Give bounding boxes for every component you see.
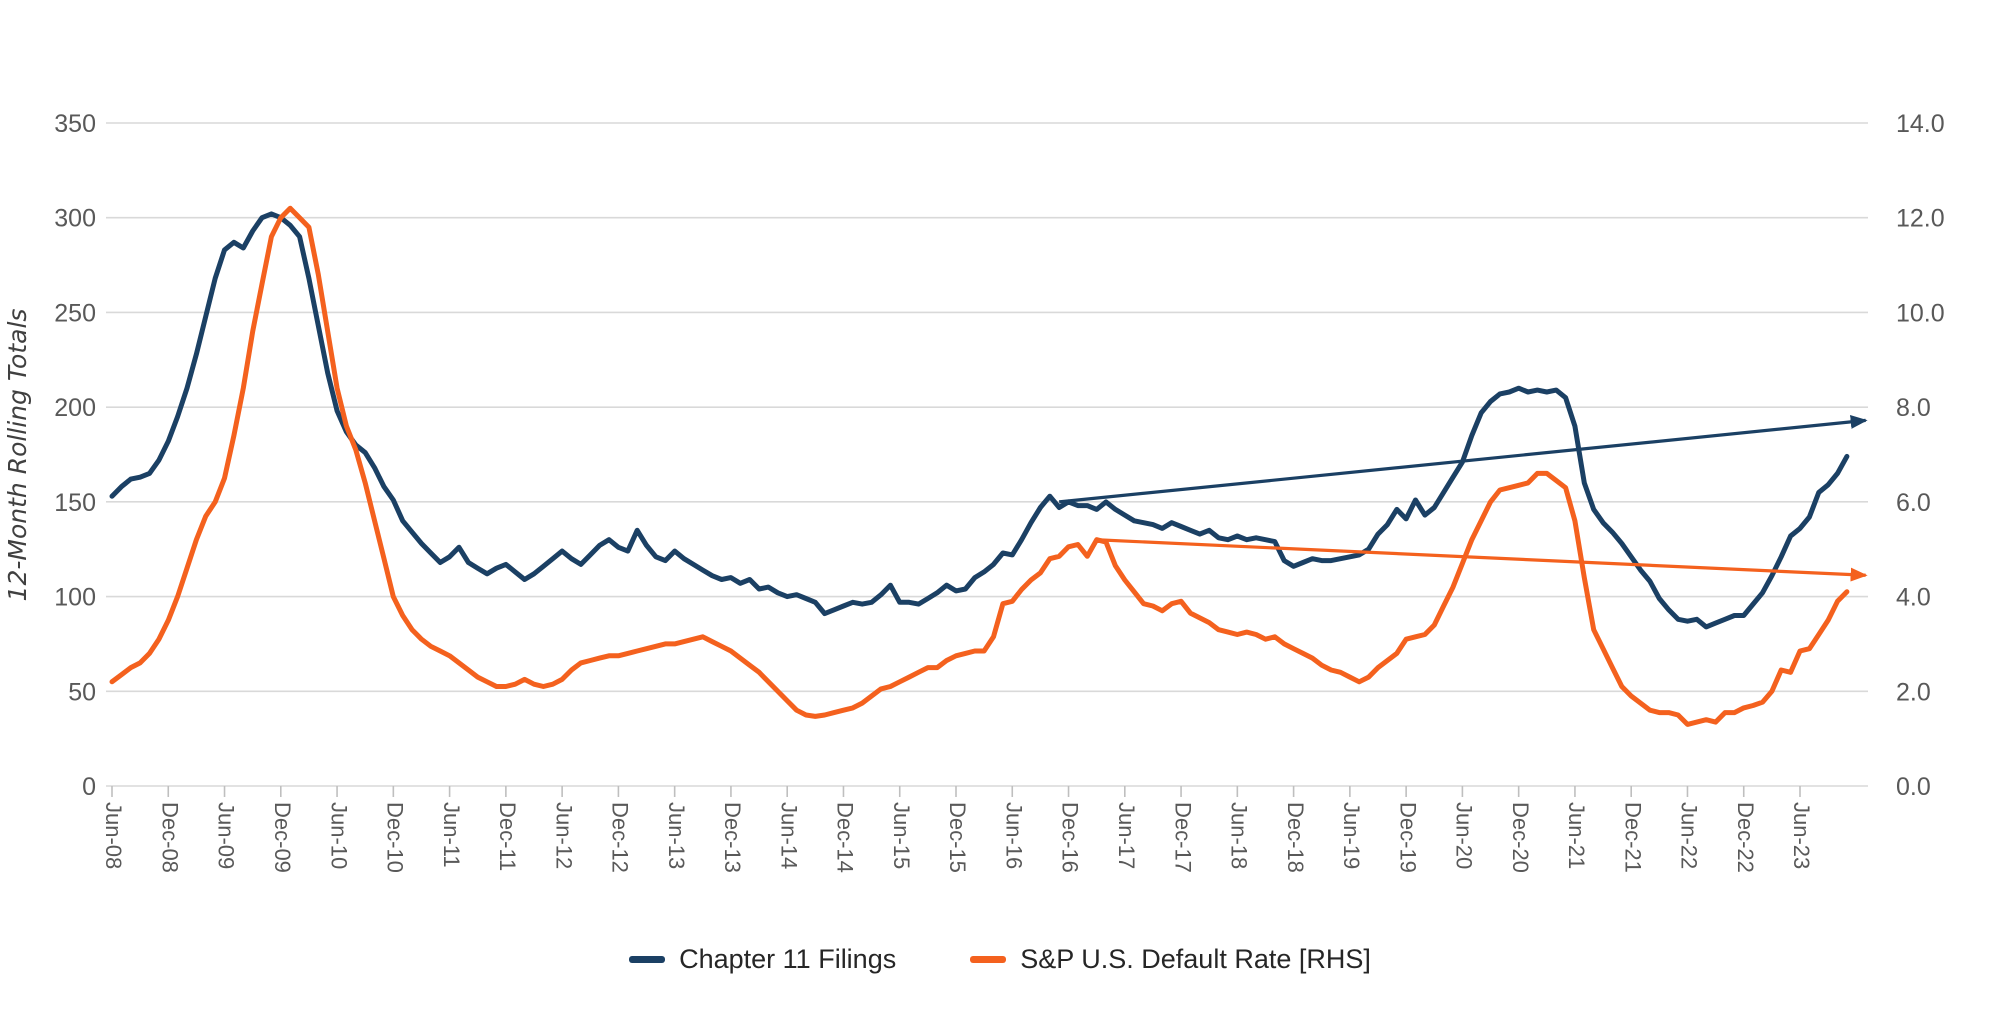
x-tick-label: Dec-10	[383, 802, 408, 873]
right-axis-tick-label: 8.0	[1896, 394, 1931, 422]
left-axis-tick-label: 0	[82, 773, 96, 801]
right-axis-tick-label: 6.0	[1896, 489, 1931, 517]
x-tick-label: Dec-19	[1395, 802, 1420, 873]
x-tick-label: Jun-14	[776, 802, 801, 869]
x-tick-label: Dec-11	[495, 802, 520, 871]
right-axis-tick-label: 10.0	[1896, 299, 1945, 327]
left-axis-tick-label: 300	[54, 205, 96, 233]
x-tick-label: Dec-16	[1058, 802, 1083, 873]
x-tick-label: Dec-15	[945, 802, 970, 873]
right-axis-tick-label: 4.0	[1896, 584, 1931, 612]
x-tick-label: Jun-09	[214, 802, 239, 869]
x-tick-label: Dec-08	[157, 802, 182, 873]
y-axis-title: 12-Month Rolling Totals	[3, 309, 32, 602]
x-tick-label: Dec-14	[833, 802, 858, 873]
x-tick-label: Jun-20	[1452, 802, 1477, 869]
x-tick-label: Dec-22	[1733, 802, 1758, 873]
x-tick-label: Jun-08	[101, 802, 126, 869]
right-axis-tick-label: 14.0	[1896, 110, 1945, 138]
left-axis-tick-label: 100	[54, 584, 96, 612]
x-tick-label: Dec-21	[1620, 802, 1645, 873]
legend-item-chapter-11-filings: Chapter 11 Filings	[629, 944, 896, 975]
x-tick-label: Dec-18	[1283, 802, 1308, 873]
left-axis-tick-label: 50	[68, 678, 96, 706]
legend-swatch-navy-icon	[629, 956, 666, 963]
trend-arrow	[1058, 414, 1868, 504]
x-tick-label: Dec-20	[1508, 802, 1533, 873]
legend-swatch-orange-icon	[970, 956, 1007, 963]
x-tick-label: Jun-11	[439, 802, 464, 868]
x-tick-label: Jun-13	[664, 802, 689, 869]
series-line-sp-default-rate	[109, 205, 1850, 727]
legend-label-chapter-11-filings: Chapter 11 Filings	[679, 944, 897, 974]
left-axis-tick-label: 350	[54, 110, 96, 138]
left-axis-tick-label: 150	[54, 489, 96, 517]
left-axis-tick-label: 250	[54, 299, 96, 327]
x-tick-label: Jun-17	[1114, 802, 1139, 869]
chart-legend: Chapter 11 Filings S&P U.S. Default Rate…	[0, 944, 2000, 975]
x-tick-label: Jun-12	[551, 802, 576, 869]
trend-arrow	[1096, 538, 1868, 582]
x-tick-label: Dec-09	[270, 802, 295, 873]
x-tick-label: Jun-21	[1564, 802, 1589, 869]
right-axis-tick-label: 2.0	[1896, 678, 1931, 706]
x-tick-label: Dec-12	[608, 802, 633, 873]
series-line-chapter-11-filings	[109, 211, 1850, 630]
x-tick-label: Jun-23	[1789, 802, 1814, 869]
x-tick-label: Jun-19	[1339, 802, 1364, 869]
x-tick-label: Jun-22	[1677, 802, 1702, 869]
right-axis-tick-label: 0.0	[1896, 773, 1931, 801]
right-axis-tick-label: 12.0	[1896, 205, 1945, 233]
x-tick-label: Jun-10	[326, 802, 351, 869]
x-tick-label: Dec-17	[1170, 802, 1195, 873]
x-tick-label: Jun-16	[1001, 802, 1026, 869]
legend-item-sp-default-rate: S&P U.S. Default Rate [RHS]	[970, 944, 1371, 975]
left-axis-tick-label: 200	[54, 394, 96, 422]
legend-label-sp-default-rate: S&P U.S. Default Rate [RHS]	[1020, 944, 1371, 974]
x-tick-label: Dec-13	[720, 802, 745, 873]
x-tick-label: Jun-18	[1227, 802, 1252, 869]
x-tick-label: Jun-15	[889, 802, 914, 869]
